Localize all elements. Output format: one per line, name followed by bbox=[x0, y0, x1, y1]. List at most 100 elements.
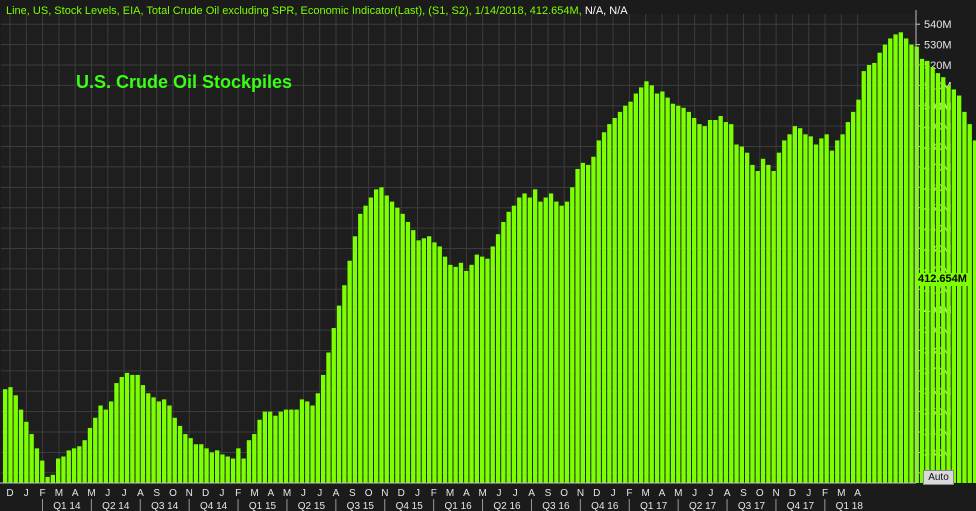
x-quarter-label: Q3 17 bbox=[738, 501, 766, 511]
data-bar bbox=[750, 164, 755, 484]
data-bar bbox=[522, 193, 527, 483]
data-bar bbox=[3, 389, 8, 483]
data-bar bbox=[845, 122, 850, 483]
data-bar bbox=[162, 399, 167, 483]
data-bar bbox=[342, 285, 347, 483]
data-bar bbox=[257, 419, 262, 483]
data-bar bbox=[877, 52, 882, 484]
data-bar bbox=[967, 124, 972, 484]
data-bar bbox=[8, 387, 13, 483]
data-bar bbox=[665, 97, 670, 484]
data-bar bbox=[904, 38, 909, 483]
data-bar bbox=[167, 405, 172, 483]
data-bar bbox=[395, 207, 400, 483]
x-month-label: J bbox=[497, 488, 502, 499]
data-bar bbox=[156, 401, 161, 483]
data-bar bbox=[601, 132, 607, 483]
data-bar bbox=[437, 246, 442, 483]
x-quarter-label: Q1 17 bbox=[640, 501, 668, 511]
data-bar bbox=[548, 193, 554, 483]
data-bar bbox=[193, 444, 199, 483]
data-bar bbox=[236, 448, 241, 483]
data-bar bbox=[140, 385, 146, 483]
x-month-label: M bbox=[87, 488, 95, 499]
data-bar bbox=[485, 258, 490, 483]
x-month-label: J bbox=[105, 488, 110, 499]
data-bar bbox=[813, 144, 819, 484]
data-bar bbox=[882, 44, 888, 484]
data-bar bbox=[252, 434, 257, 483]
data-bar bbox=[755, 171, 760, 483]
data-bar bbox=[533, 189, 538, 483]
data-bar bbox=[389, 201, 395, 483]
x-month-label: S bbox=[740, 488, 747, 499]
x-month-label: F bbox=[235, 488, 241, 499]
x-month-label: M bbox=[446, 488, 454, 499]
data-bar bbox=[464, 270, 469, 483]
x-month-label: J bbox=[806, 488, 811, 499]
data-bar bbox=[448, 264, 453, 483]
x-month-label: J bbox=[513, 488, 518, 499]
data-bar bbox=[543, 197, 548, 484]
data-bar bbox=[570, 187, 575, 483]
data-bar bbox=[591, 156, 596, 483]
data-bar bbox=[617, 111, 623, 483]
data-bar bbox=[808, 136, 813, 483]
data-bar bbox=[835, 140, 840, 483]
data-bar bbox=[957, 95, 962, 483]
data-bar bbox=[776, 152, 782, 483]
data-bar bbox=[760, 158, 766, 483]
x-quarter-label: Q4 17 bbox=[787, 501, 815, 511]
data-bar bbox=[824, 134, 829, 483]
data-bar bbox=[363, 205, 368, 483]
data-bar bbox=[745, 152, 750, 483]
data-bar bbox=[819, 138, 824, 483]
x-month-label: M bbox=[55, 488, 63, 499]
data-bar bbox=[278, 411, 283, 483]
data-bar bbox=[87, 427, 93, 483]
data-bar bbox=[861, 71, 866, 484]
data-bar bbox=[135, 374, 140, 483]
data-bar bbox=[188, 438, 193, 483]
x-quarter-label: Q1 14 bbox=[53, 501, 81, 511]
data-bar bbox=[490, 246, 495, 483]
data-bar bbox=[183, 434, 188, 483]
data-bar bbox=[24, 421, 29, 483]
data-bar bbox=[246, 440, 252, 483]
data-bar bbox=[215, 450, 220, 483]
data-bar bbox=[538, 201, 543, 483]
data-bar bbox=[681, 107, 686, 484]
data-bar bbox=[119, 376, 124, 483]
data-bar bbox=[734, 144, 739, 484]
x-quarter-label: Q4 14 bbox=[200, 501, 228, 511]
data-bar bbox=[220, 454, 225, 483]
x-month-label: A bbox=[528, 488, 535, 499]
data-bar bbox=[66, 450, 71, 483]
data-bar bbox=[204, 448, 209, 483]
data-bar bbox=[109, 401, 114, 483]
data-bar bbox=[294, 409, 299, 483]
data-bar bbox=[384, 195, 389, 483]
data-bar bbox=[13, 395, 18, 483]
x-month-label: M bbox=[837, 488, 845, 499]
data-bar bbox=[209, 452, 214, 483]
auto-button[interactable]: Auto bbox=[923, 470, 954, 485]
data-bar bbox=[56, 458, 61, 483]
x-quarter-label: Q3 15 bbox=[347, 501, 375, 511]
x-month-label: J bbox=[708, 488, 713, 499]
x-month-label: F bbox=[40, 488, 46, 499]
data-bar bbox=[405, 221, 411, 483]
x-month-label: F bbox=[626, 488, 632, 499]
x-month-label: D bbox=[398, 488, 405, 499]
data-bar bbox=[517, 197, 522, 484]
data-bar bbox=[326, 352, 331, 483]
last-value-label: 412.654M bbox=[916, 273, 969, 286]
data-bar bbox=[124, 372, 130, 483]
data-bar bbox=[18, 409, 24, 483]
y-tick-label: 540M bbox=[924, 19, 952, 31]
series-header: Line, US, Stock Levels, EIA, Total Crude… bbox=[6, 5, 628, 17]
x-month-label: A bbox=[137, 488, 144, 499]
data-bar bbox=[782, 140, 787, 483]
x-quarter-label: Q1 15 bbox=[249, 501, 277, 511]
data-bar bbox=[103, 409, 108, 483]
